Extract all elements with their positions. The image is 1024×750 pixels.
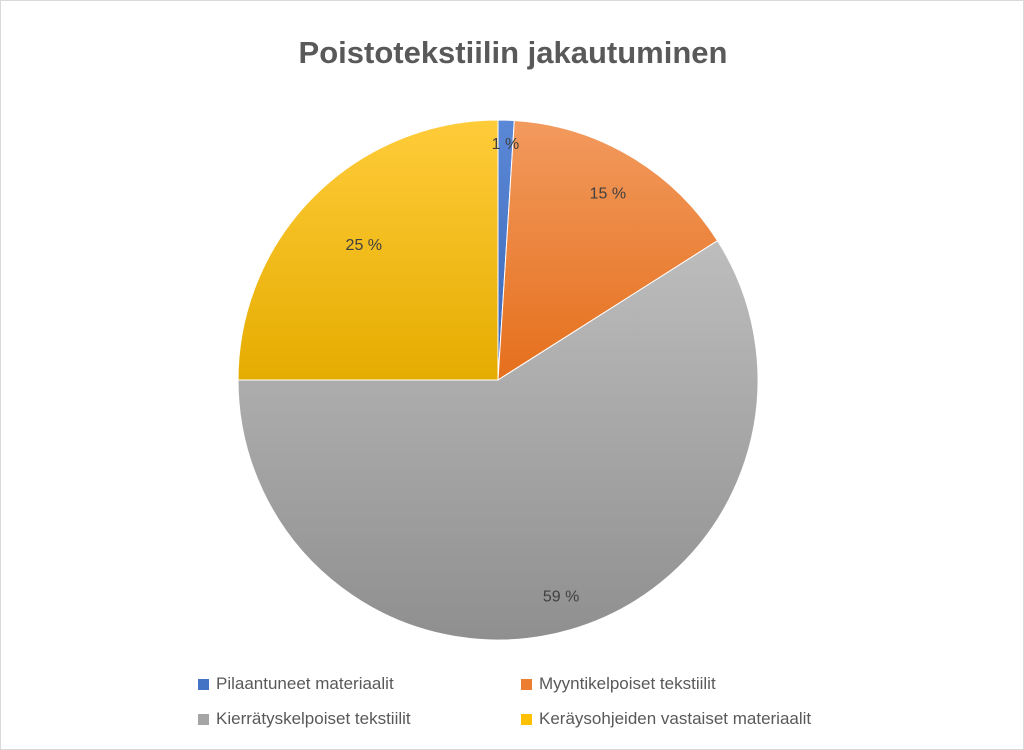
pie-chart: 1 % 15 % 59 % 25 %	[237, 119, 759, 641]
data-label: 15 %	[590, 185, 626, 202]
data-label: 25 %	[346, 237, 382, 254]
legend-item: Keräysohjeiden vastaiset materiaalit	[521, 709, 811, 729]
pie-slice	[497, 119, 719, 381]
legend-label: Pilaantuneet materiaalit	[216, 674, 394, 693]
legend-label: Myyntikelpoiset tekstiilit	[539, 674, 716, 693]
legend-swatch	[198, 678, 209, 690]
pie-slice	[237, 239, 759, 641]
legend-swatch	[198, 713, 209, 725]
legend-item: Kierrätyskelpoiset tekstiilit	[198, 709, 411, 729]
legend-label: Kierrätyskelpoiset tekstiilit	[216, 709, 411, 728]
chart-title: Poistotekstiilin jakautuminen	[298, 35, 728, 70]
legend: Pilaantuneet materiaalit Myyntikelpoiset…	[1, 666, 1024, 746]
legend-item: Myyntikelpoiset tekstiilit	[521, 674, 716, 694]
data-label: 59 %	[543, 588, 579, 605]
legend-swatch	[521, 713, 532, 725]
legend-swatch	[521, 678, 532, 690]
legend-item: Pilaantuneet materiaalit	[198, 674, 394, 694]
pie-slice	[237, 119, 499, 381]
data-label: 1 %	[492, 136, 520, 153]
legend-label: Keräysohjeiden vastaiset materiaalit	[539, 709, 812, 728]
